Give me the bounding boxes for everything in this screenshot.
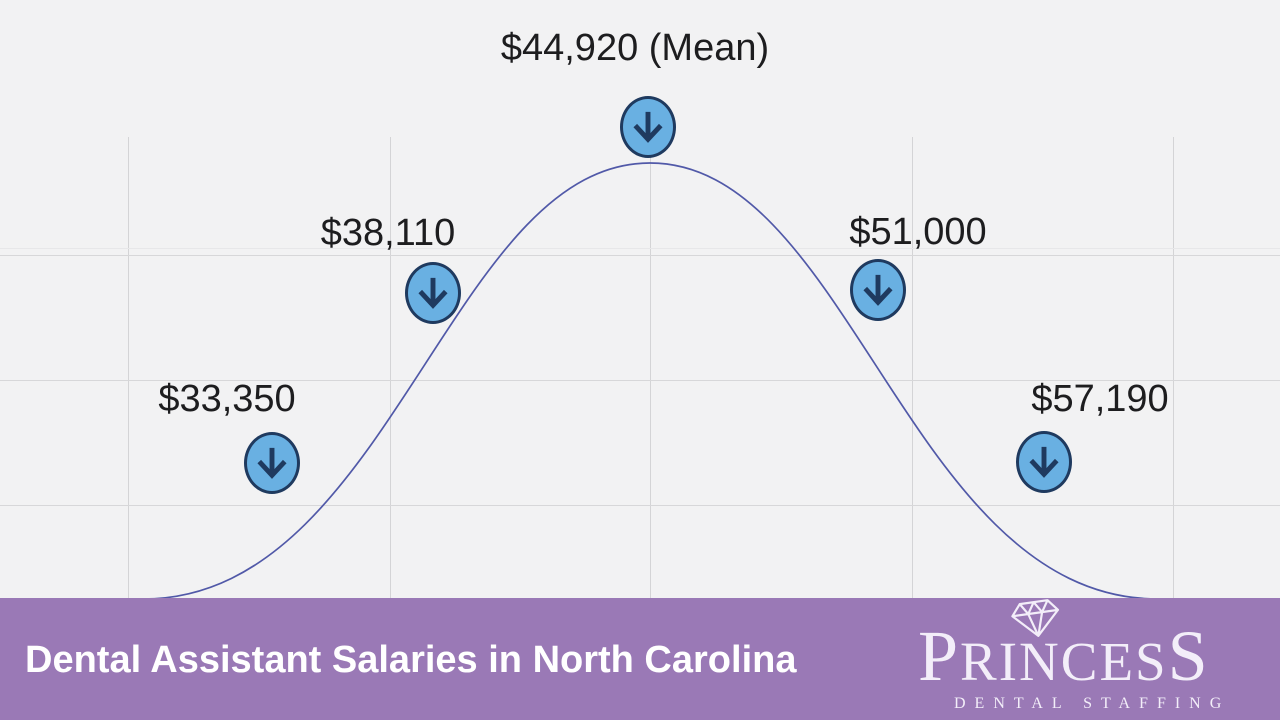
salary-label-25th: $38,110	[320, 212, 456, 254]
curve-marker	[405, 262, 461, 324]
gridline-horizontal	[0, 380, 1280, 381]
diamond-icon	[1011, 599, 1060, 637]
curve-marker	[850, 259, 906, 321]
salary-label-mean: $44,920 (Mean)	[500, 27, 770, 69]
title-banner: Dental Assistant Salaries in North Carol…	[0, 598, 1280, 720]
page-title: Dental Assistant Salaries in North Carol…	[25, 639, 797, 681]
gridline-vertical	[390, 137, 391, 598]
down-arrow-icon	[633, 111, 663, 143]
down-arrow-icon	[1029, 446, 1059, 478]
logo-letter-last: S	[1167, 616, 1210, 696]
curve-marker	[1016, 431, 1072, 493]
down-arrow-icon	[418, 277, 448, 309]
gridline-horizontal	[0, 255, 1280, 256]
salary-label-10th: $33,350	[158, 378, 296, 420]
gridline-vertical	[1173, 137, 1174, 598]
logo-tagline: DENTAL STAFFING	[954, 695, 1231, 712]
salary-label-90th: $57,190	[1031, 378, 1169, 420]
down-arrow-icon	[257, 447, 287, 479]
gridline-vertical	[128, 137, 129, 598]
logo-wordmark: PRINCESS	[918, 620, 1210, 692]
curve-marker	[244, 432, 300, 494]
logo-letters-mid: RINCES	[960, 631, 1168, 692]
salary-label-75th: $51,000	[849, 211, 987, 253]
down-arrow-icon	[863, 274, 893, 306]
princess-dental-staffing-logo: PRINCESS DENTAL STAFFING	[912, 598, 1272, 720]
logo-letter-first: P	[918, 616, 961, 696]
gridline-horizontal	[0, 505, 1280, 506]
gridline-vertical	[650, 137, 651, 598]
gridline-horizontal	[0, 248, 1280, 249]
gridline-vertical	[912, 137, 913, 598]
curve-marker-mean	[620, 96, 676, 158]
